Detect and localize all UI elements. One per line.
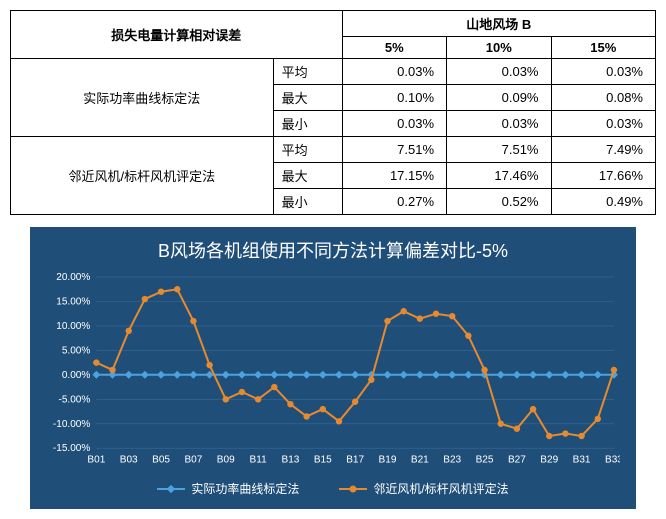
svg-text:5.00%: 5.00%: [62, 345, 91, 356]
svg-text:B23: B23: [443, 454, 461, 465]
legend-item-series2: 邻近风机/标杆风机评定法: [339, 480, 508, 497]
svg-text:20.00%: 20.00%: [56, 272, 90, 283]
stat-label: 最小: [273, 111, 342, 137]
col-5: 5%: [342, 37, 446, 59]
svg-text:B09: B09: [217, 454, 235, 465]
svg-text:B01: B01: [87, 454, 105, 465]
legend-swatch-series2: [339, 484, 367, 494]
svg-text:-15.00%: -15.00%: [53, 443, 90, 454]
chart-plot: -15.00% -10.00% -5.00% 0.00% 5.00% 10.00% 15.0…: [46, 271, 620, 472]
svg-text:B25: B25: [476, 454, 494, 465]
svg-text:10.00%: 10.00%: [56, 321, 90, 332]
table-header-group: 山地风场 B: [342, 11, 655, 37]
stat-label: 平均: [273, 137, 342, 163]
svg-text:15.00%: 15.00%: [56, 297, 90, 308]
method-name: 实际功率曲线标定法: [11, 59, 274, 137]
svg-text:B21: B21: [411, 454, 429, 465]
svg-text:-10.00%: -10.00%: [53, 419, 90, 430]
col-15: 15%: [551, 37, 656, 59]
legend-item-series1: 实际功率曲线标定法: [157, 480, 299, 497]
chart-title: B风场各机组使用不同方法计算偏差对比-5%: [46, 237, 620, 263]
svg-text:B07: B07: [184, 454, 202, 465]
svg-text:B13: B13: [282, 454, 300, 465]
table-row: 邻近风机/标杆风机评定法 平均 7.51% 7.51% 7.49%: [11, 137, 656, 163]
svg-text:B11: B11: [250, 454, 268, 465]
col-10: 10%: [447, 37, 551, 59]
stat-label: 最大: [273, 85, 342, 111]
svg-text:B29: B29: [540, 454, 558, 465]
method-name: 邻近风机/标杆风机评定法: [11, 137, 274, 215]
svg-text:B31: B31: [573, 454, 591, 465]
error-table: 损失电量计算相对误差 山地风场 B 5% 10% 15% 实际功率曲线标定法 平…: [10, 10, 656, 215]
svg-text:B15: B15: [314, 454, 332, 465]
table-row: 实际功率曲线标定法 平均 0.03% 0.03% 0.03%: [11, 59, 656, 85]
stat-label: 最大: [273, 163, 342, 189]
svg-text:B05: B05: [152, 454, 170, 465]
legend-swatch-series1: [157, 484, 185, 494]
stat-label: 最小: [273, 189, 342, 215]
deviation-chart: B风场各机组使用不同方法计算偏差对比-5% -15.00% -10.00% -5.0…: [30, 227, 636, 509]
svg-text:-5.00%: -5.00%: [58, 394, 90, 405]
table-header-main: 损失电量计算相对误差: [11, 11, 343, 59]
legend-label: 邻近风机/标杆风机评定法: [373, 480, 508, 497]
chart-legend: 实际功率曲线标定法 邻近风机/标杆风机评定法: [46, 480, 620, 497]
svg-text:0.00%: 0.00%: [62, 370, 91, 381]
legend-label: 实际功率曲线标定法: [191, 480, 299, 497]
svg-text:B17: B17: [346, 454, 364, 465]
svg-text:B27: B27: [508, 454, 526, 465]
svg-text:B03: B03: [120, 454, 138, 465]
stat-label: 平均: [273, 59, 342, 85]
svg-text:B19: B19: [379, 454, 397, 465]
svg-text:B33: B33: [605, 454, 620, 465]
